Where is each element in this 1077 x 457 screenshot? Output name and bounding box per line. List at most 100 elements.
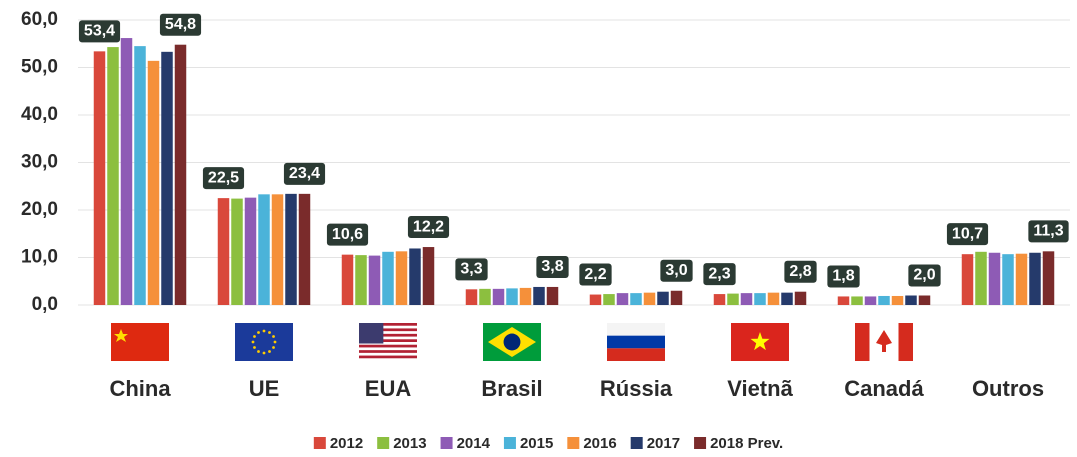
flag-globe [503, 333, 521, 351]
flag-stripe [359, 323, 417, 326]
flag-red [898, 323, 913, 361]
bar [465, 289, 478, 305]
bar [355, 255, 367, 305]
bar [1029, 252, 1041, 305]
data-label-text: 54,8 [165, 16, 196, 33]
bar [107, 47, 119, 305]
data-label-box [326, 223, 369, 246]
data-label: 53,4 [78, 20, 121, 43]
bar [603, 294, 615, 305]
bar [546, 286, 559, 305]
data-label: 3,0 [660, 259, 693, 282]
flag [607, 323, 665, 361]
flag [483, 323, 541, 361]
bar [271, 194, 284, 305]
data-label-box [407, 216, 450, 239]
bar [754, 293, 766, 305]
x-tick-label: Rússia [600, 376, 673, 401]
flag-star [251, 340, 255, 344]
flag-stripe [359, 333, 417, 337]
flag-stripe [359, 350, 417, 353]
flag-star [114, 329, 128, 342]
legend-label: 2013 [393, 435, 426, 452]
data-label-box [159, 13, 202, 36]
data-label-text: 10,6 [332, 226, 363, 243]
bar [837, 296, 850, 305]
y-tick-label: 40,0 [21, 104, 58, 125]
legend-label: 2014 [457, 435, 491, 452]
data-label: 10,7 [946, 223, 989, 246]
data-label: 12,2 [407, 216, 450, 239]
bar [174, 44, 187, 305]
flag-star [253, 335, 256, 338]
legend-label: 2012 [330, 435, 363, 452]
bar [1015, 253, 1028, 305]
data-label: 2,8 [784, 260, 817, 283]
y-tick-label: 50,0 [21, 57, 58, 78]
data-label: 2,0 [908, 264, 941, 287]
data-label-box [827, 265, 860, 288]
data-label-box [660, 259, 693, 282]
data-label-box [455, 258, 488, 281]
data-label-text: 22,5 [208, 169, 239, 186]
bar [217, 198, 230, 305]
bar [479, 288, 491, 305]
bar [657, 291, 669, 305]
flag-star [273, 340, 277, 344]
bar [781, 292, 793, 305]
bar [727, 293, 739, 305]
data-label-box [78, 20, 121, 43]
x-tick-label: Canadá [844, 376, 924, 401]
data-label-box [946, 223, 989, 246]
bar [878, 295, 890, 305]
bar [533, 286, 545, 305]
data-label-text: 11,3 [1033, 223, 1063, 240]
flag-canton [359, 323, 384, 344]
y-tick-label: 10,0 [21, 247, 58, 268]
bar [630, 293, 642, 305]
data-label-box [784, 260, 817, 283]
flag-star [272, 335, 275, 338]
legend-label: 2017 [647, 435, 680, 452]
flag-leaf [876, 330, 892, 352]
flag-blue [607, 335, 665, 349]
data-label-text: 23,4 [289, 165, 320, 182]
flag-bg [111, 323, 169, 361]
legend-swatch [567, 437, 580, 449]
bar [891, 295, 904, 305]
flag-star [262, 351, 266, 355]
flag-stripe [359, 344, 417, 348]
x-tick-label: EUA [365, 376, 412, 401]
bar [918, 295, 931, 305]
data-label-text: 2,2 [584, 266, 606, 283]
bar [1002, 254, 1014, 305]
bar [382, 251, 394, 305]
y-tick-label: 60,0 [21, 9, 58, 30]
bar [616, 293, 629, 305]
data-label-text: 3,3 [460, 261, 482, 278]
bar [961, 254, 974, 305]
flag-star [253, 346, 256, 349]
bar [864, 296, 877, 305]
bar [285, 193, 297, 305]
flag-red [607, 348, 665, 361]
data-label-box [1028, 220, 1069, 243]
bar [670, 290, 683, 305]
flag-bg [235, 323, 293, 361]
bar [1042, 251, 1055, 305]
bar [298, 193, 311, 305]
data-label-text: 3,8 [541, 258, 563, 275]
data-label: 1,8 [827, 265, 860, 288]
bar [258, 194, 270, 305]
flag-stripe [359, 328, 417, 332]
flag [235, 323, 293, 361]
legend-swatch [313, 437, 326, 449]
flag-stripe [359, 339, 417, 342]
bar [147, 60, 160, 305]
flag [855, 323, 913, 361]
data-label-text: 53,4 [84, 23, 115, 40]
y-tick-label: 0,0 [32, 294, 58, 315]
legend-swatch [377, 437, 390, 449]
bar [988, 252, 1001, 305]
legend-swatch [630, 437, 643, 449]
